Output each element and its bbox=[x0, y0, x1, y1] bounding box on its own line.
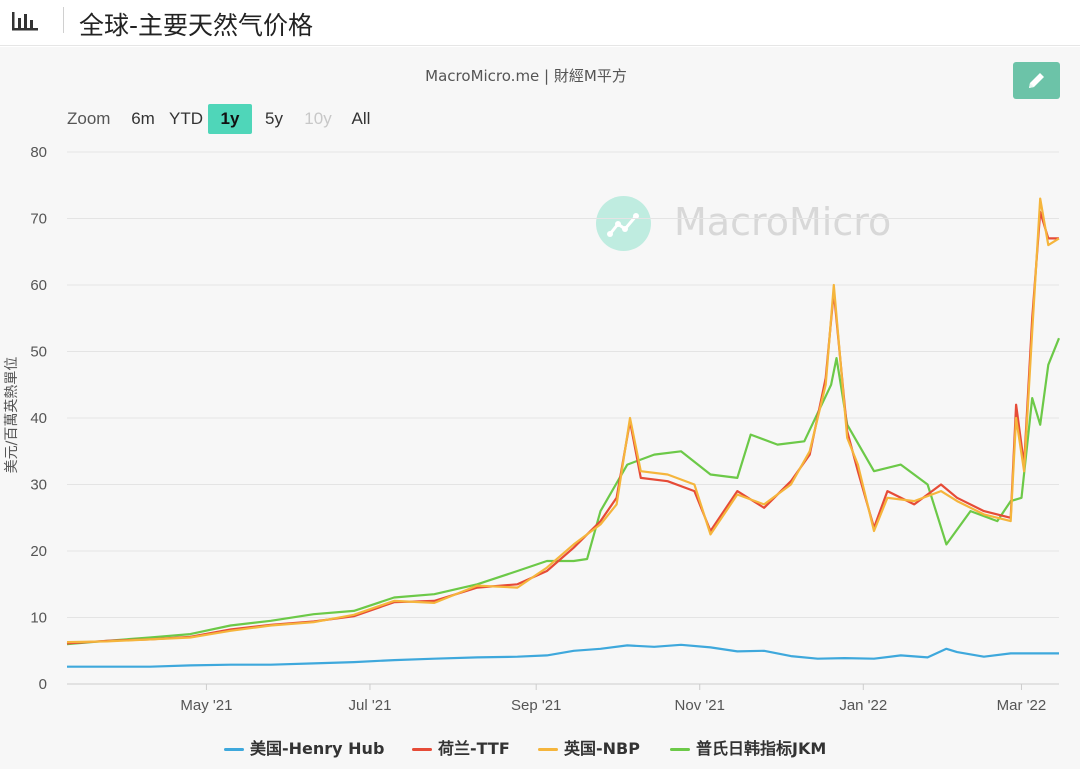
zoom-ytd-button[interactable]: YTD bbox=[169, 109, 203, 128]
legend-label: 普氏日韩指标JKM bbox=[696, 739, 827, 758]
x-axis-ticks: May '21 Jul '21 Sep '21 Nov '21 Jan '22 Mar '… bbox=[180, 684, 1046, 714]
zoom-1y-button[interactable]: 1y bbox=[208, 104, 252, 134]
series-line-nbp[interactable] bbox=[66, 197, 1060, 644]
header-divider bbox=[63, 7, 64, 33]
y-tick-label: 0 bbox=[39, 676, 47, 693]
x-tick-label: Mar '22 bbox=[997, 697, 1047, 714]
chart-panel bbox=[0, 47, 1080, 769]
watermark-logo-icon bbox=[596, 196, 651, 251]
x-tick-label: Jul '21 bbox=[349, 697, 392, 714]
series-line-jkm[interactable] bbox=[66, 337, 1061, 646]
legend-item-nbp[interactable]: 英国-NBP bbox=[538, 738, 640, 762]
x-tick-label: Nov '21 bbox=[675, 697, 725, 714]
y-axis-label: 美元/百萬英熱單位 bbox=[4, 356, 20, 474]
y-tick-label: 30 bbox=[30, 477, 47, 494]
y-tick-label: 60 bbox=[30, 277, 47, 294]
x-tick-label: Sep '21 bbox=[511, 697, 561, 714]
legend-label: 英国-NBP bbox=[564, 739, 640, 758]
series-line-ttf[interactable] bbox=[66, 210, 1059, 645]
y-axis-ticks: 0 10 20 30 40 50 60 70 80 bbox=[30, 144, 47, 693]
zoom-10y-button[interactable]: 10y bbox=[304, 109, 332, 128]
y-tick-label: 80 bbox=[30, 144, 47, 161]
legend-item-henry-hub[interactable]: 美国-Henry Hub bbox=[224, 738, 384, 762]
x-tick-label: May '21 bbox=[180, 697, 232, 714]
chart-legend: 美国-Henry Hub 荷兰-TTF 英国-NBP 普氏日韩指标JKM bbox=[0, 738, 1080, 762]
legend-label: 荷兰-TTF bbox=[438, 739, 510, 758]
pencil-icon bbox=[1029, 73, 1044, 88]
zoom-5y-button[interactable]: 5y bbox=[265, 109, 283, 128]
page-header: 全球-主要天然气价格 bbox=[0, 0, 1080, 46]
watermark-text: MacroMicro bbox=[674, 200, 892, 244]
zoom-label: Zoom bbox=[67, 109, 111, 128]
page-title: 全球-主要天然气价格 bbox=[79, 11, 314, 40]
legend-swatch bbox=[670, 748, 690, 751]
edit-button[interactable] bbox=[1013, 62, 1060, 99]
series-line-henry-hub[interactable] bbox=[67, 643, 1059, 668]
y-tick-label: 40 bbox=[30, 410, 47, 427]
legend-swatch bbox=[538, 748, 558, 751]
legend-item-ttf[interactable]: 荷兰-TTF bbox=[412, 738, 510, 762]
zoom-6m-button[interactable]: 6m bbox=[131, 109, 155, 128]
series-lines bbox=[66, 197, 1061, 668]
y-tick-label: 50 bbox=[30, 344, 47, 361]
y-tick-label: 10 bbox=[30, 610, 47, 627]
legend-swatch bbox=[412, 748, 432, 751]
bar-chart-icon bbox=[12, 12, 38, 31]
chart-credit: MacroMicro.me | 財經M平方 bbox=[425, 67, 627, 85]
legend-swatch bbox=[224, 748, 244, 751]
y-tick-label: 20 bbox=[30, 543, 47, 560]
zoom-all-button[interactable]: All bbox=[351, 109, 371, 128]
x-tick-label: Jan '22 bbox=[839, 697, 887, 714]
watermark: MacroMicro bbox=[596, 196, 896, 252]
grid-lines bbox=[67, 151, 1059, 685]
legend-item-jkm[interactable]: 普氏日韩指标JKM bbox=[670, 738, 826, 762]
y-tick-label: 70 bbox=[30, 211, 47, 228]
legend-label: 美国-Henry Hub bbox=[250, 739, 385, 758]
